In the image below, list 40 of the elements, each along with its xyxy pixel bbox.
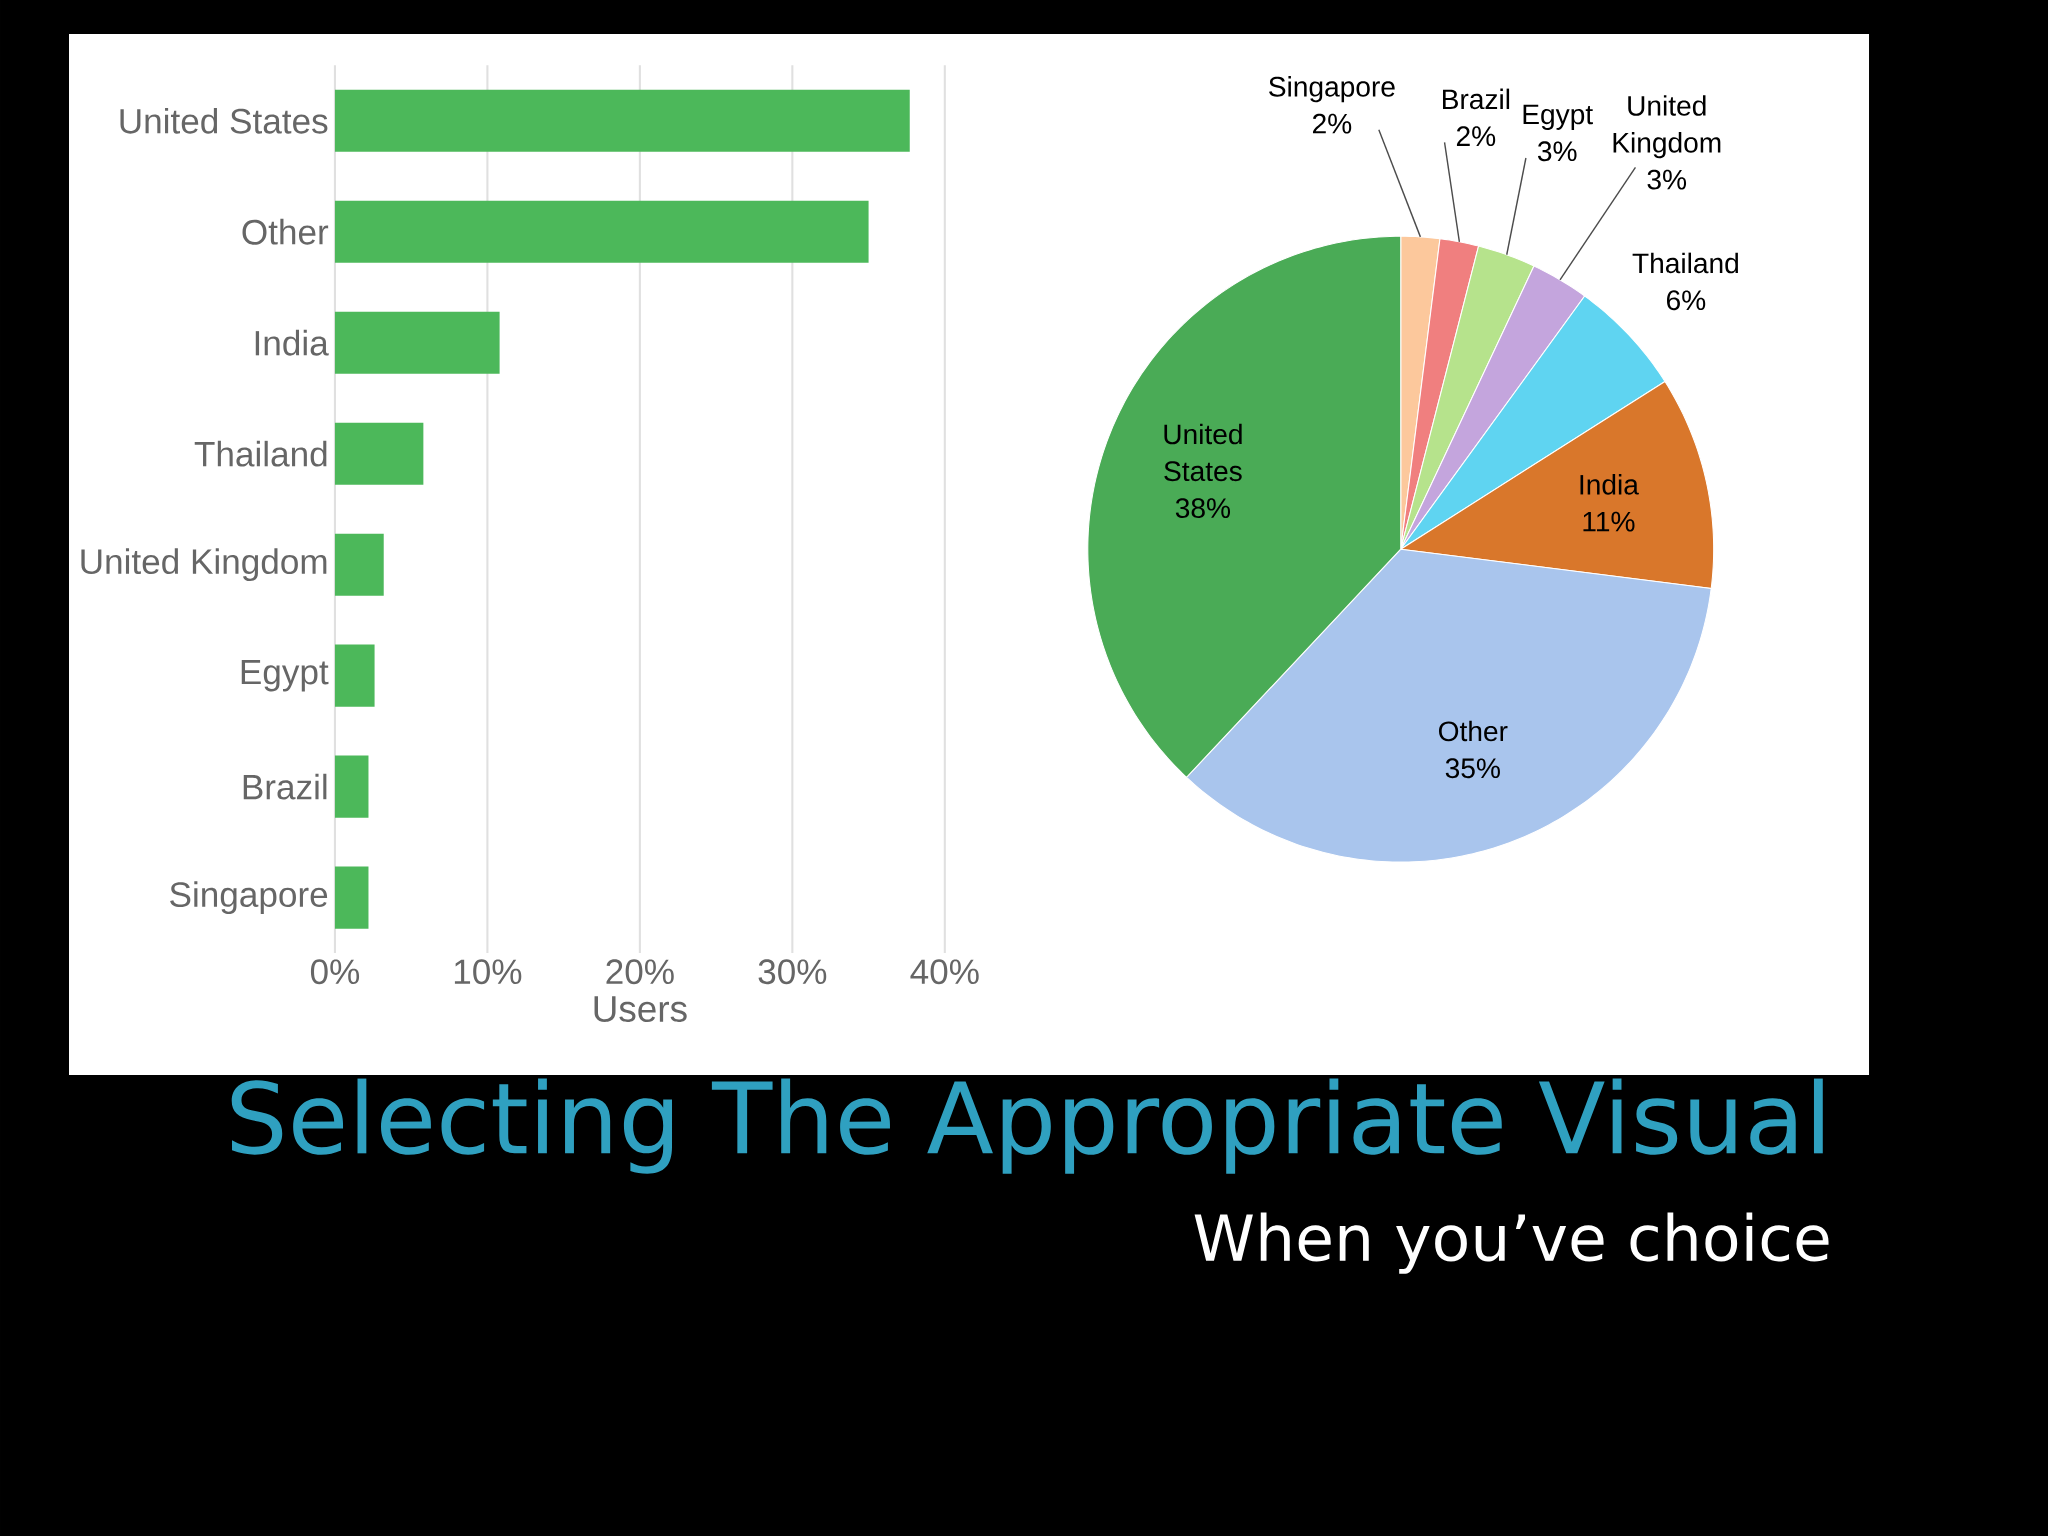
data-label: 3% (1537, 141, 1577, 162)
y-tick-label: United Kingdom (81, 548, 327, 582)
slice-label: Other (1438, 720, 1508, 742)
y-tick-label: Brazil (243, 773, 327, 800)
slice-label: Singapore (1269, 76, 1395, 103)
bar (334, 533, 384, 596)
slice-label: United Kingdom (1613, 95, 1721, 159)
y-tick-label: India (255, 329, 329, 356)
y-tick-label: United States (120, 107, 328, 134)
y-tick-label: Other (242, 218, 329, 245)
x-tick-label: 40% (910, 959, 979, 985)
data-label: 6% (1667, 290, 1706, 311)
x-tick-label: 30% (758, 959, 827, 985)
x-tick-label: 20% (606, 959, 674, 985)
bar (334, 200, 869, 263)
data-label: 2% (1312, 113, 1352, 134)
data-label: 38% (1175, 498, 1231, 519)
data-label: 2% (1456, 126, 1496, 147)
y-tick-label: Thailand (194, 440, 327, 467)
data-label: 3% (1647, 169, 1687, 190)
bar (334, 311, 500, 374)
x-tick-label: 0% (310, 959, 360, 985)
bar (334, 422, 424, 485)
data-label: 35% (1445, 758, 1500, 779)
slice-label: Brazil (1443, 88, 1510, 110)
text: Selecting The Appropriate Visual (231, 1078, 1823, 1174)
text: When you’ve choice (1194, 1212, 1829, 1274)
y-tick-label: Egypt (241, 659, 329, 692)
bar (334, 644, 375, 707)
bar (334, 866, 369, 929)
slice-label: India (1580, 474, 1639, 495)
slice-label: Thailand (1632, 252, 1738, 274)
x-axis-title: Users (594, 996, 687, 1023)
slice-label: Egypt (1523, 104, 1593, 130)
data-label: 11% (1583, 511, 1635, 532)
slice-label: United States (1164, 423, 1242, 482)
x-tick-label: 10% (454, 959, 522, 985)
bar (334, 755, 369, 818)
y-tick-label: Singapore (170, 881, 328, 915)
bar (334, 89, 910, 152)
